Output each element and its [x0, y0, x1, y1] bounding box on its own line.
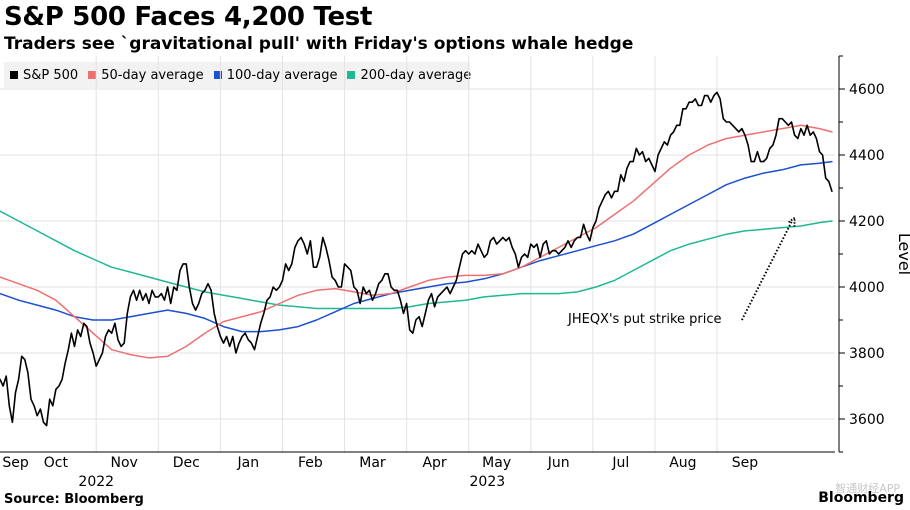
- legend: S&P 500 50-day average 100-day average 2…: [4, 62, 471, 88]
- x-tick-label: Apr: [422, 455, 446, 471]
- chart-title: S&P 500 Faces 4,200 Test: [4, 2, 373, 32]
- y-tick-label: 4600: [849, 82, 885, 98]
- x-tick-label: Aug: [669, 455, 696, 471]
- source-note: Source: Bloomberg: [4, 492, 144, 507]
- legend-label: 50-day average: [101, 67, 204, 83]
- x-tick-label: Dec: [173, 455, 200, 471]
- series-line-s-p-500: [0, 91, 833, 427]
- legend-item-200day: 200-day average: [347, 68, 471, 83]
- x-tick-label: Nov: [110, 455, 137, 471]
- legend-swatch: [88, 71, 97, 79]
- legend-swatch: [347, 71, 356, 79]
- annotation-arrow-line: [740, 221, 793, 321]
- legend-label: 200-day average: [360, 67, 472, 83]
- x-year-label: 2023: [470, 474, 506, 490]
- x-tick-label: Sep: [732, 455, 759, 471]
- x-tick-label: Jun: [547, 455, 570, 471]
- bloomberg-logo: Bloomberg: [818, 490, 904, 506]
- y-axis-label: Level: [895, 233, 910, 275]
- annotation-label: JHEQX's put strike price: [567, 312, 722, 327]
- x-tick-label: Oct: [44, 455, 69, 471]
- legend-swatch: [10, 71, 18, 79]
- legend-swatch: [213, 71, 222, 79]
- series-line-200-day-average: [0, 210, 833, 310]
- y-tick-label: 3800: [849, 346, 885, 362]
- series-line-50-day-average: [0, 124, 833, 359]
- legend-item-sp500: S&P 500: [10, 68, 78, 83]
- x-tick-label: Mar: [359, 455, 386, 471]
- x-tick-label: Jul: [611, 455, 629, 471]
- y-tick-label: 4000: [849, 280, 885, 296]
- x-year-label: 2022: [78, 474, 114, 490]
- series-line-100-day-average: [0, 160, 833, 333]
- x-tick-label: Jan: [237, 455, 260, 471]
- x-tick-label: Feb: [298, 455, 323, 471]
- y-tick-label: 4200: [849, 214, 885, 230]
- annotation-arrow-head: [786, 215, 796, 227]
- chart-subtitle: Traders see `gravitational pull' with Fr…: [4, 34, 634, 54]
- y-tick-label: 3600: [849, 412, 885, 428]
- x-tick-label: May: [482, 455, 511, 471]
- x-tick-label: Sep: [2, 455, 29, 471]
- legend-label: S&P 500: [23, 67, 79, 83]
- watermark: 智通财经APP: [835, 482, 900, 495]
- legend-item-50day: 50-day average: [88, 68, 204, 83]
- y-tick-label: 4400: [849, 148, 885, 164]
